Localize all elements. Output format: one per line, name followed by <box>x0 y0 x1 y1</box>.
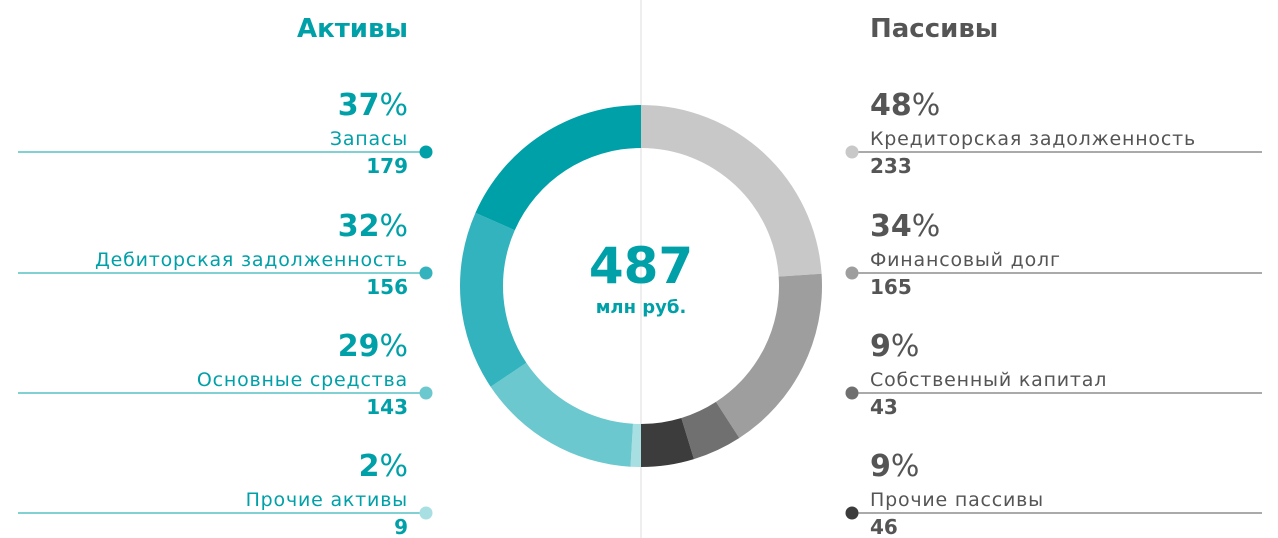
percent-value: 34 <box>870 209 912 244</box>
center-value: 487 <box>589 237 693 295</box>
legend-dot <box>845 145 859 159</box>
item-name: Основные средства <box>197 369 408 391</box>
item-value: 43 <box>870 395 898 419</box>
percent-label: 37% <box>338 88 408 123</box>
legend-dot <box>419 266 433 280</box>
item-name: Дебиторская задолженность <box>95 249 408 271</box>
donut-segment <box>475 104 641 231</box>
item-name: Прочие активы <box>246 489 408 511</box>
item-name: Запасы <box>330 128 408 150</box>
percent-value: 2 <box>359 449 380 484</box>
percent-value: 29 <box>338 329 380 364</box>
item-name: Прочие пассивы <box>870 489 1044 511</box>
percent-value: 9 <box>870 329 891 364</box>
group-title: Пассивы <box>870 14 998 44</box>
percent-value: 32 <box>338 209 380 244</box>
donut-segment <box>641 417 694 467</box>
percent-label: 34% <box>870 209 940 244</box>
donut-segment <box>681 401 740 460</box>
item-value: 9 <box>394 515 408 538</box>
percent-value: 48 <box>870 88 912 123</box>
percent-label: 2% <box>359 449 408 484</box>
item-value: 179 <box>366 154 408 178</box>
group-title: Активы <box>297 14 408 44</box>
donut-segment <box>460 212 527 387</box>
percent-unit: % <box>379 88 408 123</box>
item-value: 143 <box>366 395 408 419</box>
item-value: 165 <box>870 275 912 299</box>
legend-dot <box>419 506 433 520</box>
item-value: 156 <box>366 275 408 299</box>
percent-label: 29% <box>338 329 408 364</box>
donut-segment <box>715 273 822 438</box>
item-value: 233 <box>870 154 912 178</box>
legend-dot <box>419 386 433 400</box>
item-name: Собственный капитал <box>870 369 1107 391</box>
percent-unit: % <box>379 209 408 244</box>
item-name: Кредиторская задолженность <box>870 128 1196 150</box>
center-label: млн руб. <box>596 297 687 318</box>
legend-dot <box>845 386 859 400</box>
percent-unit: % <box>891 449 920 484</box>
legend-dot <box>419 145 433 159</box>
percent-unit: % <box>379 329 408 364</box>
percent-label: 9% <box>870 329 919 364</box>
legend-dot <box>845 506 859 520</box>
percent-unit: % <box>379 449 408 484</box>
percent-label: 48% <box>870 88 940 123</box>
percent-label: 32% <box>338 209 408 244</box>
percent-unit: % <box>891 329 920 364</box>
item-value: 46 <box>870 515 898 538</box>
percent-label: 9% <box>870 449 919 484</box>
donut-segment <box>641 105 822 277</box>
donut-segment <box>630 423 641 467</box>
percent-value: 9 <box>870 449 891 484</box>
percent-unit: % <box>912 88 941 123</box>
item-name: Финансовый долг <box>870 249 1061 271</box>
legend-dot <box>845 266 859 280</box>
percent-unit: % <box>912 209 941 244</box>
donut-segment <box>490 362 633 467</box>
percent-value: 37 <box>338 88 380 123</box>
